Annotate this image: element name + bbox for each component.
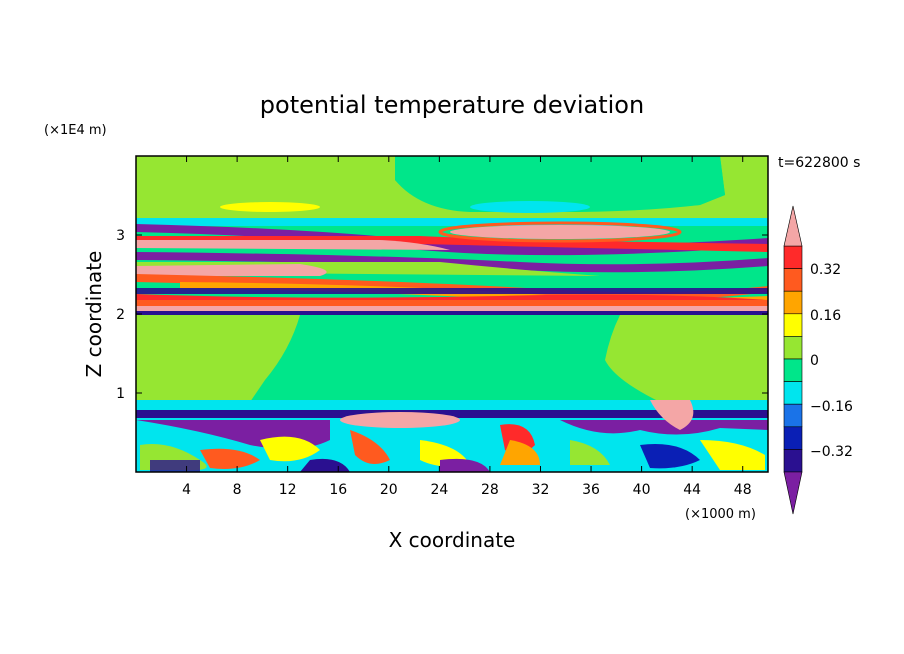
x-unit-label: (×1000 m) (685, 507, 756, 522)
x-tick-label: 16 (329, 482, 347, 498)
x-tick-label: 8 (233, 482, 242, 498)
colorbar: 0.32 0.16 0 −0.16 −0.32 (783, 205, 853, 515)
colorbar-swatch (783, 449, 803, 473)
region-mid-right-positive (605, 315, 768, 402)
region-cyan-layer (136, 400, 768, 412)
y-axis-label: Z coordinate (82, 251, 106, 378)
band-pink-1 (136, 240, 450, 250)
band-pink-lens-1 (450, 225, 670, 239)
colorbar-swatch (783, 245, 803, 269)
x-tick-label: 44 (683, 482, 701, 498)
colorbar-swatch (783, 290, 803, 315)
colorbar-swatch (783, 403, 803, 428)
blob-navy-2 (300, 458, 350, 472)
band-navy-2 (136, 311, 768, 315)
blob-yellow-1 (260, 436, 320, 462)
y-tick-label: 3 (116, 228, 125, 244)
region-upper-neutral (395, 156, 725, 210)
colorbar-label: 0 (810, 353, 819, 369)
x-axis-label: X coordinate (389, 528, 516, 552)
y-tick-label: 1 (116, 386, 125, 402)
x-tick-label: 48 (734, 482, 752, 498)
band-pink-2 (136, 264, 327, 276)
band-purple-2 (136, 252, 768, 273)
band-orange-3 (136, 300, 768, 306)
colorbar-swatch (783, 268, 803, 292)
blob-green-2 (570, 440, 610, 465)
blob-purple-2 (560, 420, 768, 435)
colorbar-label: −0.16 (810, 399, 853, 415)
x-tick-label: 4 (182, 482, 191, 498)
colorbar-swatch (783, 358, 803, 382)
x-tick-label: 36 (582, 482, 600, 498)
colorbar-label: 0.16 (810, 308, 841, 324)
blob-amber-1 (500, 440, 540, 465)
region-upper-yellow (220, 202, 320, 212)
blob-yellow-3 (700, 440, 765, 470)
band-navy-1 (136, 288, 768, 294)
x-tick-label: 32 (532, 482, 550, 498)
colorbar-swatch (783, 313, 803, 337)
colorbar-extend-bottom (783, 471, 803, 515)
blob-pink-lower-2 (650, 400, 694, 430)
region-upper-cyan (470, 201, 590, 213)
x-tick-label: 40 (633, 482, 651, 498)
y-tick-label: 2 (116, 307, 125, 323)
x-axis: 4 8 12 16 20 24 28 32 36 40 44 48 (182, 156, 752, 498)
x-tick-label: 12 (279, 482, 297, 498)
band-pink-3 (136, 306, 768, 311)
x-tick-label: 24 (430, 482, 448, 498)
region-mid-left-positive (136, 315, 300, 402)
blob-orange-2 (350, 430, 390, 464)
band-orange-ring-1 (438, 221, 682, 243)
x-tick-label: 28 (481, 482, 499, 498)
colorbar-extend-top (783, 205, 803, 247)
colorbar-swatch (783, 426, 803, 450)
colorbar-label: 0.32 (810, 262, 841, 278)
blob-pink-lower-1 (340, 412, 460, 428)
chart-title: potential temperature deviation (260, 91, 644, 119)
y-unit-label: (×1E4 m) (44, 123, 107, 138)
blob-blue-1 (640, 444, 700, 469)
time-label: t=622800 s (778, 155, 860, 171)
blob-purple-3 (440, 458, 490, 472)
x-tick-label: 20 (380, 482, 398, 498)
colorbar-swatch (783, 336, 803, 360)
colorbar-swatch (783, 381, 803, 405)
y-axis: 1 2 3 (116, 228, 768, 402)
contour-field (136, 156, 768, 472)
colorbar-label: −0.32 (810, 444, 853, 460)
blob-orange-1 (200, 448, 260, 469)
blob-navy-1 (150, 460, 200, 472)
band-lower-navy (136, 410, 768, 418)
band-cyan-1 (136, 218, 768, 226)
